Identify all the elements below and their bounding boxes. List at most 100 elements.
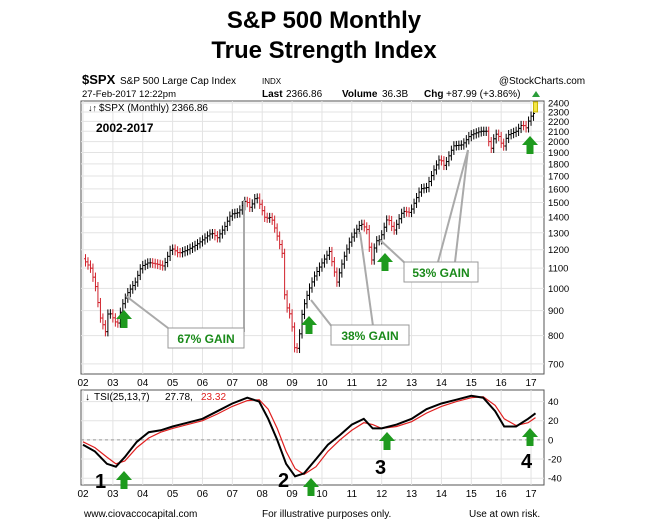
- footer-risk: Use at own risk.: [469, 509, 541, 520]
- price-y-tick-label: 1700: [548, 172, 569, 183]
- header-name: S&P 500 Large Cap Index: [120, 76, 236, 87]
- price-x-tick-label: 16: [496, 378, 508, 389]
- price-y-tick-label: 1300: [548, 228, 569, 239]
- tsi-legend-icon: ↓: [85, 392, 90, 403]
- price-y-tick-label: 800: [548, 331, 564, 342]
- price-y-tick-label: 1600: [548, 184, 569, 195]
- tsi-x-tick-label: 10: [316, 489, 328, 500]
- arrow-up-icon: [116, 471, 132, 489]
- annotation-38-gain: 38% GAIN: [310, 231, 410, 346]
- price-x-tick-label: 06: [197, 378, 209, 389]
- price-x-tick-label: 09: [287, 378, 299, 389]
- price-x-tick-label: 10: [316, 378, 328, 389]
- range-label: 2002-2017: [96, 121, 154, 135]
- price-x-axis: 02 03 04 05 06 07 08 09 10 11 12 13 14 15 16 17: [77, 378, 537, 389]
- price-x-tick-label: 12: [376, 378, 388, 389]
- price-y-axis: 700 800 900 1000 1100 1200 1300 1400 1500 1600170…: [548, 99, 569, 371]
- buy-arrows-tsi: [116, 428, 538, 496]
- price-x-tick-label: 07: [227, 378, 239, 389]
- title-line-1: S&P 500 Monthly: [226, 7, 422, 34]
- arrow-up-icon: [379, 432, 395, 450]
- price-y-tick-label: 2100: [548, 127, 569, 138]
- price-x-tick-label: 17: [525, 378, 537, 389]
- price-y-tick-label: 2200: [548, 117, 569, 128]
- tsi-y-tick-label: 0: [548, 435, 553, 446]
- tsi-x-tick-label: 13: [406, 489, 418, 500]
- header-last-value: 2366.86: [286, 89, 323, 100]
- signal-number-2: 2: [278, 470, 289, 492]
- header-last-label: Last: [262, 89, 283, 100]
- tsi-legend-signal: 23.32: [201, 392, 226, 403]
- last-price-marker: [533, 101, 539, 113]
- price-bars: [83, 101, 539, 354]
- header-symbol: $SPX: [82, 72, 116, 87]
- arrow-up-icon: [377, 253, 393, 271]
- tsi-x-tick-label: 12: [376, 489, 388, 500]
- price-x-tick-label: 15: [466, 378, 478, 389]
- price-x-tick-label: 08: [257, 378, 269, 389]
- tsi-x-axis: 02 03 04 05 06 07 08 09 10 11 12 13 14 15 16 17: [77, 489, 537, 500]
- triangle-up-icon: [532, 91, 540, 97]
- price-y-tick-label: 1900: [548, 148, 569, 159]
- price-y-tick-label: 2300: [548, 108, 569, 119]
- tsi-y-tick-label: -40: [548, 474, 562, 485]
- signal-number-4: 4: [521, 451, 533, 473]
- annotation-67-gain: 67% GAIN: [125, 200, 245, 349]
- title-line-2: True Strength Index: [211, 37, 437, 64]
- header-chg-label: Chg: [424, 89, 443, 100]
- price-y-tick-label: 2000: [548, 137, 569, 148]
- price-x-tick-label: 11: [347, 378, 358, 389]
- tsi-y-tick-label: 40: [548, 397, 559, 408]
- tsi-x-tick-label: 16: [496, 489, 508, 500]
- price-x-tick-label: 14: [436, 378, 448, 389]
- tsi-x-tick-label: 15: [466, 489, 478, 500]
- price-x-tick-label: 02: [77, 378, 89, 389]
- arrow-up-icon: [522, 136, 538, 154]
- price-y-tick-label: 700: [548, 359, 564, 370]
- tsi-x-tick-label: 09: [287, 489, 299, 500]
- price-y-tick-label: 1200: [548, 245, 569, 256]
- price-x-tick-label: 04: [137, 378, 149, 389]
- arrow-up-icon: [116, 310, 132, 328]
- tsi-x-tick-label: 02: [77, 489, 89, 500]
- tsi-x-tick-label: 07: [227, 489, 239, 500]
- header-source: @StockCharts.com: [499, 76, 585, 87]
- tsi-x-tick-label: 11: [347, 489, 358, 500]
- price-legend: $SPX (Monthly) 2366.86: [99, 103, 208, 114]
- header-exchange: INDX: [262, 77, 282, 86]
- header-date: 27-Feb-2017 12:22pm: [82, 89, 176, 100]
- tsi-grid: [81, 390, 544, 485]
- tsi-x-tick-label: 14: [436, 489, 448, 500]
- tsi-y-axis: -40 -20 0 20 40: [548, 397, 562, 485]
- price-legend-icon: ↓↑: [88, 103, 97, 113]
- tsi-x-tick-label: 04: [137, 489, 149, 500]
- price-x-tick-label: 13: [406, 378, 418, 389]
- signal-number-1: 1: [95, 471, 106, 493]
- tsi-y-tick-label: -20: [548, 455, 562, 466]
- footer-note: For illustrative purposes only.: [262, 509, 392, 520]
- gain-67-label: 67% GAIN: [177, 332, 234, 346]
- price-y-tick-label: 2400: [548, 99, 569, 110]
- arrow-up-icon: [303, 478, 319, 496]
- arrow-up-icon: [522, 428, 538, 446]
- footer-website: www.ciovaccocapital.com: [84, 509, 198, 520]
- tsi-y-tick-label: 20: [548, 416, 559, 427]
- signal-number-3: 3: [375, 457, 386, 479]
- annotation-53-gain: 53% GAIN: [379, 149, 479, 283]
- chart-title: S&P 500 Monthly True Strength Index: [0, 6, 648, 66]
- price-y-tick-label: 1500: [548, 198, 569, 209]
- price-x-tick-label: 03: [107, 378, 119, 389]
- price-y-tick-label: 1100: [548, 264, 568, 275]
- price-y-tick-label: 1000: [548, 284, 569, 295]
- tsi-legend-value: 27.78,: [165, 392, 193, 403]
- tsi-x-tick-label: 05: [167, 489, 179, 500]
- header-volume-label: Volume: [342, 89, 378, 100]
- tsi-legend-prefix: TSI(25,13,7): [94, 392, 150, 403]
- price-x-tick-label: 05: [167, 378, 179, 389]
- price-y-tick-label: 1800: [548, 159, 569, 170]
- tsi-main-line: [82, 394, 537, 478]
- tsi-x-tick-label: 06: [197, 489, 209, 500]
- tsi-x-tick-label: 17: [525, 489, 537, 500]
- arrow-up-icon: [301, 316, 317, 334]
